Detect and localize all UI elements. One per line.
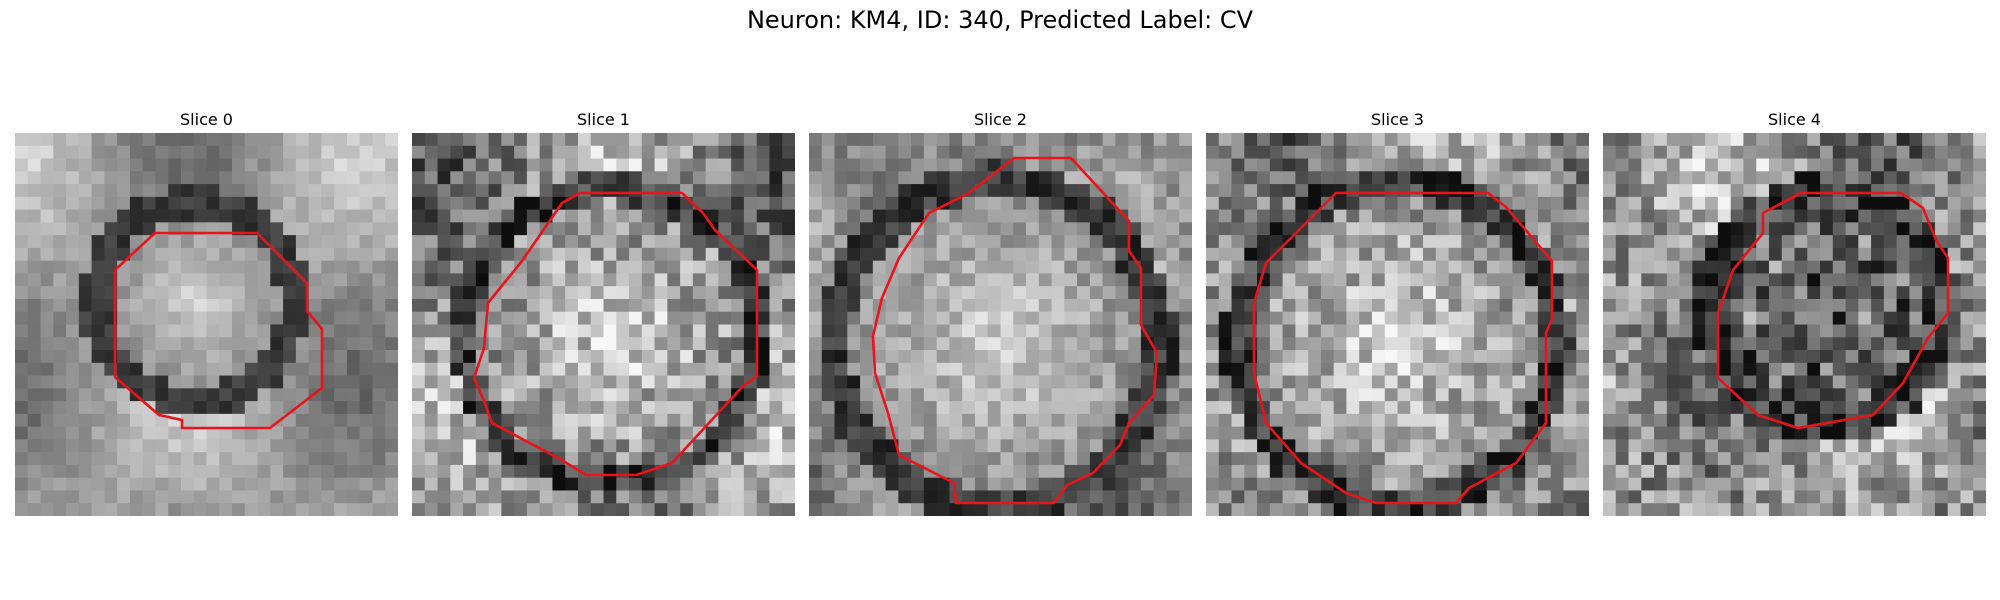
slice-pixels-0 — [15, 133, 398, 516]
roi-contour-2 — [871, 156, 1159, 505]
roi-contour-3 — [1252, 191, 1554, 505]
slice-pixels-2 — [809, 133, 1192, 516]
slice-title-1: Slice 1 — [577, 110, 630, 129]
slice-image-2 — [809, 133, 1192, 516]
roi-contour-1 — [472, 191, 759, 477]
slice-title-4: Slice 4 — [1768, 110, 1821, 129]
slice-panel-0: Slice 0 — [15, 109, 398, 516]
slice-panel-4: Slice 4 — [1603, 109, 1986, 516]
slice-image-0 — [15, 133, 398, 516]
slice-image-3 — [1206, 133, 1589, 516]
slice-image-1 — [412, 133, 795, 516]
slice-title-3: Slice 3 — [1371, 110, 1424, 129]
roi-contour-4 — [1716, 191, 1950, 430]
slice-panel-3: Slice 3 — [1206, 109, 1589, 516]
slice-image-4 — [1603, 133, 1986, 516]
slice-pixels-1 — [412, 133, 795, 516]
slice-title-0: Slice 0 — [180, 110, 233, 129]
slice-panel-1: Slice 1 — [412, 109, 795, 516]
slice-pixels-3 — [1206, 133, 1589, 516]
slice-title-2: Slice 2 — [974, 110, 1027, 129]
figure-title: Neuron: KM4, ID: 340, Predicted Label: C… — [746, 6, 1254, 34]
roi-contour-0 — [113, 231, 324, 430]
slice-panel-2: Slice 2 — [809, 109, 1192, 516]
slice-pixels-4 — [1603, 133, 1986, 516]
